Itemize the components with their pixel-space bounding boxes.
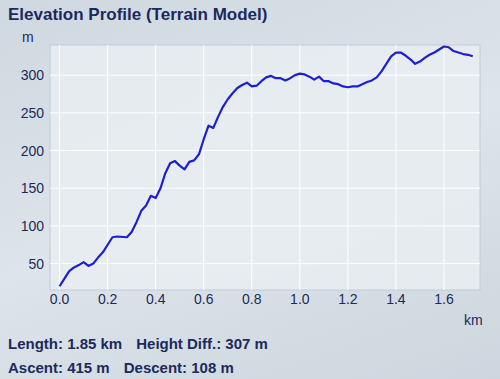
grid-line [203, 45, 204, 290]
grid-line [251, 45, 252, 290]
plot-area [50, 45, 480, 290]
grid-line [50, 112, 480, 113]
grid-line [347, 45, 348, 290]
y-tick-label: 100 [21, 218, 45, 234]
grid-line [50, 263, 480, 264]
grid-line [107, 45, 108, 290]
x-tick-label: 1.0 [290, 291, 310, 307]
y-tick-label: 250 [21, 105, 45, 121]
y-tick-label: 300 [21, 67, 45, 83]
grid-line [50, 225, 480, 226]
annotation: Length: 1.85 km [8, 335, 122, 352]
annotation: Descent: 108 m [124, 359, 234, 376]
grid-line [50, 75, 480, 76]
grid-line [299, 45, 300, 290]
x-tick-label: 0.2 [98, 291, 118, 307]
title: Elevation Profile (Terrain Model) [8, 5, 267, 24]
x-tick-label: 1.4 [386, 291, 406, 307]
plot-group [60, 47, 473, 287]
x-tick-label: 0.6 [194, 291, 214, 307]
grid-line [443, 45, 444, 290]
chart: Elevation Profile (Terrain Model) 50 100 15… [0, 0, 500, 379]
y-tick-label: 150 [21, 180, 45, 196]
y-tick-label: 50 [28, 256, 44, 272]
x-axis-label: km [464, 312, 483, 328]
grid-line [50, 188, 480, 189]
y-axis-label: m [22, 29, 34, 45]
grid-line [155, 45, 156, 290]
elevation-line [60, 47, 473, 287]
y-tick-label: 200 [21, 143, 45, 159]
annotation: Ascent: 415 m [8, 359, 110, 376]
grid-line [395, 45, 396, 290]
x-tick-label: 1.2 [338, 291, 358, 307]
grid-line [50, 150, 480, 151]
x-tick-label: 1.6 [434, 291, 454, 307]
x-tick-label: 0.8 [242, 291, 262, 307]
x-tick-label: 0.0 [50, 291, 70, 307]
x-tick-label: 0.4 [146, 291, 166, 307]
grid-line [59, 45, 60, 290]
annotation: Height Diff.: 307 m [136, 335, 268, 352]
